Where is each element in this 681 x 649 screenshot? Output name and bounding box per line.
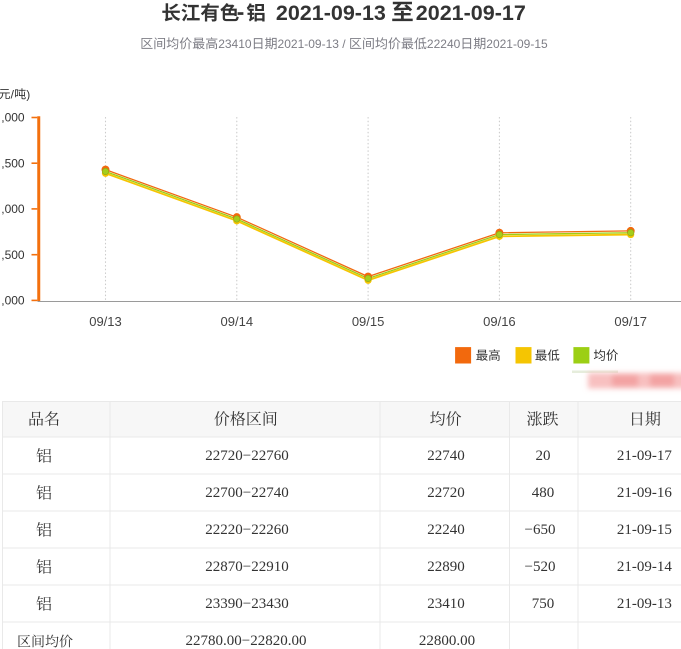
svg-text:20: 20 [536, 448, 551, 464]
svg-text:/: / [11, 87, 15, 101]
svg-text:480: 480 [532, 485, 555, 501]
svg-text:22740: 22740 [427, 448, 465, 464]
svg-text:,500: ,500 [1, 156, 25, 170]
svg-text:09/16: 09/16 [483, 314, 516, 329]
svg-text:/: / [339, 37, 349, 51]
svg-text:2021-09-15: 2021-09-15 [486, 37, 548, 51]
svg-text:750: 750 [532, 596, 555, 612]
svg-text:09/17: 09/17 [614, 314, 647, 329]
svg-text:22720: 22720 [427, 485, 465, 501]
svg-text:−650: −650 [525, 522, 556, 538]
svg-text:09/13: 09/13 [89, 314, 122, 329]
svg-text:,000: ,000 [1, 202, 25, 216]
svg-text:22720−22760: 22720−22760 [205, 448, 288, 464]
svg-text:22890: 22890 [427, 559, 465, 575]
svg-text:,500: ,500 [1, 248, 25, 262]
svg-text:22220−22260: 22220−22260 [205, 522, 288, 538]
svg-text:21-09-14: 21-09-14 [617, 559, 672, 575]
svg-text:21-09-15: 21-09-15 [617, 522, 672, 538]
svg-text:22800.00: 22800.00 [419, 633, 475, 649]
svg-text:23390−23430: 23390−23430 [205, 596, 288, 612]
svg-text:22240: 22240 [427, 522, 465, 538]
svg-text:21-09-16: 21-09-16 [617, 485, 672, 501]
svg-text:21-09-17: 21-09-17 [617, 448, 672, 464]
svg-text:,000: ,000 [1, 111, 25, 125]
svg-text:2021-09-17: 2021-09-17 [416, 1, 526, 25]
svg-text:09/14: 09/14 [221, 314, 254, 329]
svg-text:21-09-13: 21-09-13 [617, 596, 672, 612]
svg-text:22240: 22240 [427, 37, 461, 51]
svg-text:,000: ,000 [1, 294, 25, 308]
svg-text:22700−22740: 22700−22740 [205, 485, 288, 501]
svg-text:23410: 23410 [427, 596, 465, 612]
svg-text:): ) [26, 87, 30, 101]
svg-text:2021-09-13: 2021-09-13 [276, 1, 386, 25]
svg-text:−520: −520 [525, 559, 556, 575]
svg-text:22780.00−22820.00: 22780.00−22820.00 [186, 633, 307, 649]
svg-text:23410: 23410 [218, 37, 252, 51]
svg-text:22870−22910: 22870−22910 [205, 559, 288, 575]
svg-text:09/15: 09/15 [352, 314, 385, 329]
svg-text:2021-09-13: 2021-09-13 [278, 37, 340, 51]
